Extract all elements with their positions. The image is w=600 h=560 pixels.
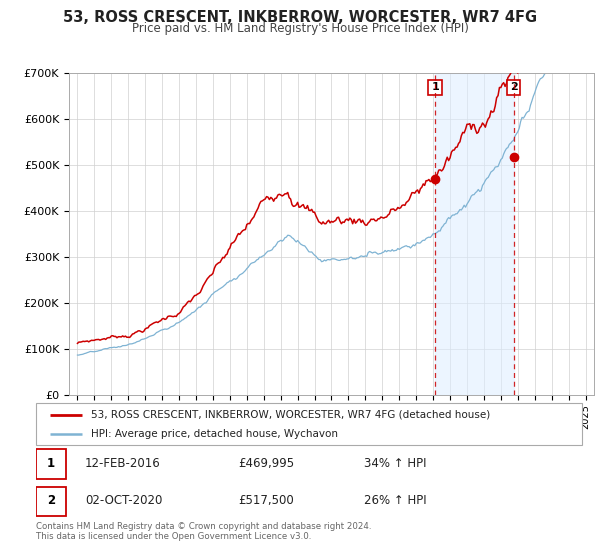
- Text: 12-FEB-2016: 12-FEB-2016: [85, 457, 161, 470]
- Text: 1: 1: [431, 82, 439, 92]
- Text: 2: 2: [509, 82, 517, 92]
- FancyBboxPatch shape: [36, 403, 582, 445]
- Text: HPI: Average price, detached house, Wychavon: HPI: Average price, detached house, Wych…: [91, 429, 338, 439]
- Text: 53, ROSS CRESCENT, INKBERROW, WORCESTER, WR7 4FG (detached house): 53, ROSS CRESCENT, INKBERROW, WORCESTER,…: [91, 409, 490, 419]
- Text: £517,500: £517,500: [238, 494, 294, 507]
- Text: 2: 2: [47, 494, 55, 507]
- Text: £469,995: £469,995: [238, 457, 294, 470]
- Text: 34% ↑ HPI: 34% ↑ HPI: [364, 457, 426, 470]
- Text: 53, ROSS CRESCENT, INKBERROW, WORCESTER, WR7 4FG: 53, ROSS CRESCENT, INKBERROW, WORCESTER,…: [63, 10, 537, 25]
- FancyBboxPatch shape: [36, 449, 66, 479]
- Bar: [435, 73, 514, 395]
- Text: 26% ↑ HPI: 26% ↑ HPI: [364, 494, 426, 507]
- Text: Price paid vs. HM Land Registry's House Price Index (HPI): Price paid vs. HM Land Registry's House …: [131, 22, 469, 35]
- Text: Contains HM Land Registry data © Crown copyright and database right 2024.
This d: Contains HM Land Registry data © Crown c…: [36, 522, 371, 542]
- Text: 1: 1: [47, 457, 55, 470]
- FancyBboxPatch shape: [36, 487, 66, 516]
- Text: 02-OCT-2020: 02-OCT-2020: [85, 494, 163, 507]
